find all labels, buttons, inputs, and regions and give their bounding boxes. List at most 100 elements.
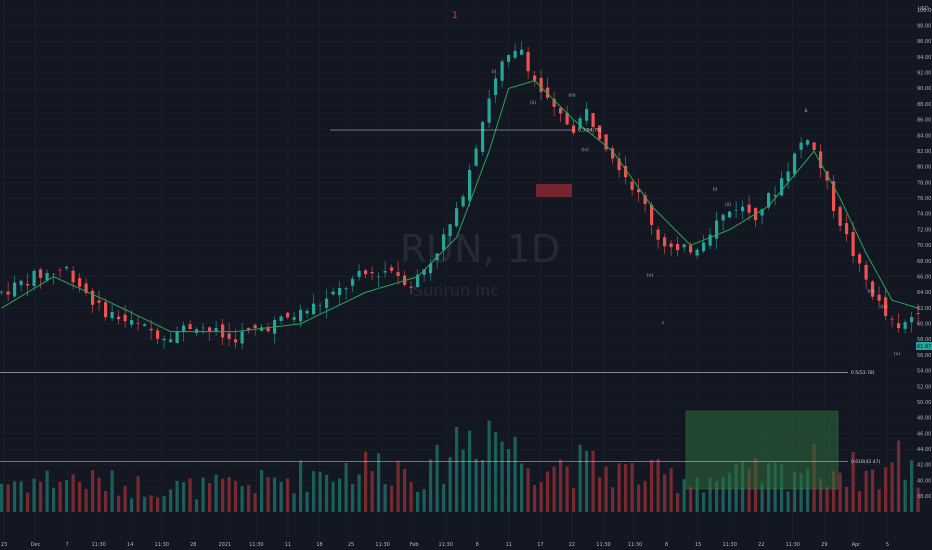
candle-body [656, 229, 660, 240]
candle-body [630, 181, 634, 190]
x-tick-label: Dec [31, 542, 41, 548]
volume-bar [370, 471, 374, 512]
y-tick-label: 62.00 [917, 306, 931, 312]
volume-bar [624, 464, 628, 512]
y-tick-label: 82.00 [917, 149, 931, 155]
volume-bar [156, 497, 160, 512]
volume-bar [650, 459, 654, 512]
volume-bar [71, 474, 75, 512]
volume-bar [507, 449, 511, 512]
wave-labels: 12(i)(ii)(iii)(iv)(v)(i)(ii)(iii)(iv)(v)… [452, 11, 900, 357]
candle-body [39, 269, 43, 278]
candle-body [45, 272, 49, 281]
volume-bar [91, 470, 95, 512]
candle-body [409, 286, 413, 288]
price-axis[interactable]: 100.00 98.00 96.00 94.00 92.00 90.00 88.00 86.0… [917, 8, 932, 500]
volume-bar [253, 493, 257, 512]
candle-body [572, 125, 576, 133]
candle-body [91, 290, 95, 305]
y-tick-label: 90.00 [917, 86, 931, 92]
x-tick-label: 11:30 [628, 542, 642, 548]
candle-body [390, 267, 394, 271]
volume-bar [591, 450, 595, 512]
y-tick-label: 98.00 [917, 23, 931, 29]
x-tick-label: 11 [506, 542, 512, 548]
y-tick-label: 72.00 [917, 227, 931, 233]
volume-bar [793, 471, 797, 512]
candle-body [169, 339, 173, 343]
candle-body [260, 327, 264, 331]
volume-bar [825, 486, 829, 512]
y-tick-label: 74.00 [917, 212, 931, 218]
volume-bar [13, 481, 17, 512]
y-tick-label: 96.00 [917, 39, 931, 45]
x-tick-label: 29 [821, 542, 827, 548]
volume-bar [58, 482, 62, 512]
candle-body [793, 153, 797, 175]
volume-bar [864, 470, 868, 512]
volume-bar [682, 479, 686, 512]
volume-bar [97, 477, 101, 512]
candle-body [702, 242, 706, 252]
volume-bar [338, 478, 342, 512]
candle-body [526, 51, 530, 72]
volume-bar [182, 482, 186, 512]
candle-body [286, 312, 290, 318]
volume-bar [526, 468, 530, 512]
volume-bar [104, 491, 108, 512]
candle-body [312, 303, 316, 315]
candle-body [182, 325, 186, 332]
candle-body [357, 270, 361, 277]
candle-body [520, 49, 524, 55]
x-tick-label: 11:30 [439, 542, 453, 548]
time-axis[interactable]: 23 Dec 7 11:30 14 11:30 28 2021 11:30 11 18 25 11:30… [1, 542, 889, 548]
volume-bar [52, 487, 56, 512]
wave-label-minor: (v) [894, 351, 900, 357]
candle-body [104, 302, 108, 318]
volume-bar [611, 487, 615, 512]
volume-bar [286, 478, 290, 512]
volume-bar [728, 472, 732, 512]
candle-body [13, 282, 17, 297]
candle-body [331, 291, 335, 295]
volume-bar [578, 444, 582, 512]
volume-bar [208, 482, 212, 512]
candle-body [591, 112, 595, 128]
y-tick-label: 56.00 [917, 353, 931, 359]
volume-bar [695, 478, 699, 512]
candle-body [604, 134, 608, 150]
candle-body [559, 107, 563, 114]
candle-body [234, 339, 238, 343]
candle-body [858, 254, 862, 264]
volume-bar [201, 477, 205, 512]
candle-body [741, 206, 745, 212]
volume-bar [6, 484, 10, 512]
candle-body [110, 312, 114, 319]
candle-body [52, 273, 56, 275]
x-tick-label: 7 [66, 542, 69, 548]
volume-bar [897, 440, 901, 512]
candle-body [513, 50, 517, 58]
candle-body [188, 324, 192, 330]
candle-body [812, 142, 816, 151]
volume-bar [461, 449, 465, 512]
volume-bar [117, 495, 121, 512]
candle-body [65, 266, 69, 269]
currency-label: USD [918, 6, 929, 12]
candle-body [871, 281, 875, 297]
candle-body [370, 271, 374, 274]
y-tick-label: 54.00 [917, 369, 931, 375]
candle-body [624, 165, 628, 178]
company-watermark: Sunrun Inc [413, 281, 499, 300]
volume-bar [455, 426, 459, 512]
candle-body [377, 276, 381, 278]
volume-bar [416, 491, 420, 512]
x-tick-label: 22 [758, 542, 764, 548]
volume-bar [351, 483, 355, 512]
candle-body [494, 78, 498, 95]
volume-bar [390, 485, 394, 512]
candle-body [84, 283, 88, 293]
volume-bar [357, 474, 361, 512]
candle-body [247, 327, 251, 330]
